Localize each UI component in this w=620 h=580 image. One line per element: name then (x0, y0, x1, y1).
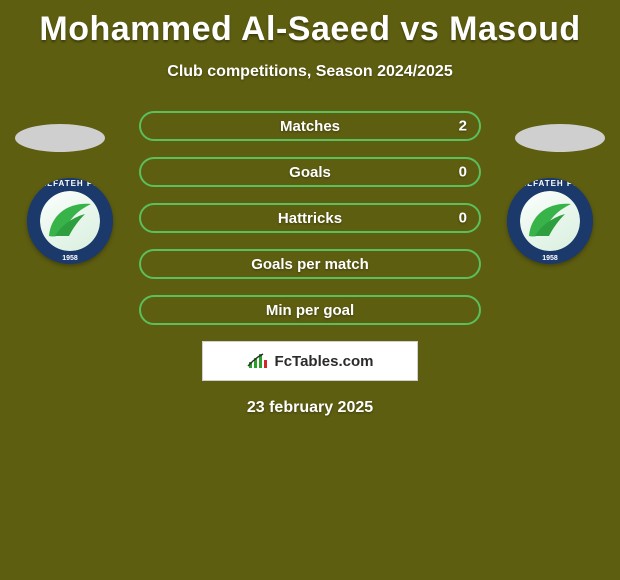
stat-row-goals: Goals 0 (139, 157, 481, 187)
watermark-text: FcTables.com (275, 353, 374, 370)
stat-row-matches: Matches 2 (139, 111, 481, 141)
stat-right-value: 2 (459, 118, 467, 135)
stat-row-goals-per-match: Goals per match (139, 249, 481, 279)
badge-top-text-right: ALFATEH FC (507, 179, 593, 188)
stat-label: Goals (289, 164, 331, 181)
stat-right-value: 0 (459, 210, 467, 227)
stats-list: Matches 2 Goals 0 Hattricks 0 Goals per … (139, 111, 481, 325)
badge-year-left: 1958 (27, 255, 113, 262)
badge-top-text-left: ALFATEH FC (27, 179, 113, 188)
club-badge-left: ALFATEH FC 1958 (27, 178, 113, 264)
page-date: 23 february 2025 (0, 399, 620, 417)
club-badge-right: ALFATEH FC 1958 (507, 178, 593, 264)
stat-label: Min per goal (266, 302, 354, 319)
page-subtitle: Club competitions, Season 2024/2025 (0, 63, 620, 81)
stat-row-min-per-goal: Min per goal (139, 295, 481, 325)
badge-year-right: 1958 (507, 255, 593, 262)
watermark: FcTables.com (202, 341, 418, 381)
flag-oval-left (15, 124, 105, 152)
flag-oval-right (515, 124, 605, 152)
bar-chart-icon (247, 352, 269, 370)
stat-row-hattricks: Hattricks 0 (139, 203, 481, 233)
page-title: Mohammed Al-Saeed vs Masoud (0, 0, 620, 49)
stat-label: Matches (280, 118, 340, 135)
stat-right-value: 0 (459, 164, 467, 181)
stat-label: Hattricks (278, 210, 342, 227)
stat-label: Goals per match (251, 256, 369, 273)
